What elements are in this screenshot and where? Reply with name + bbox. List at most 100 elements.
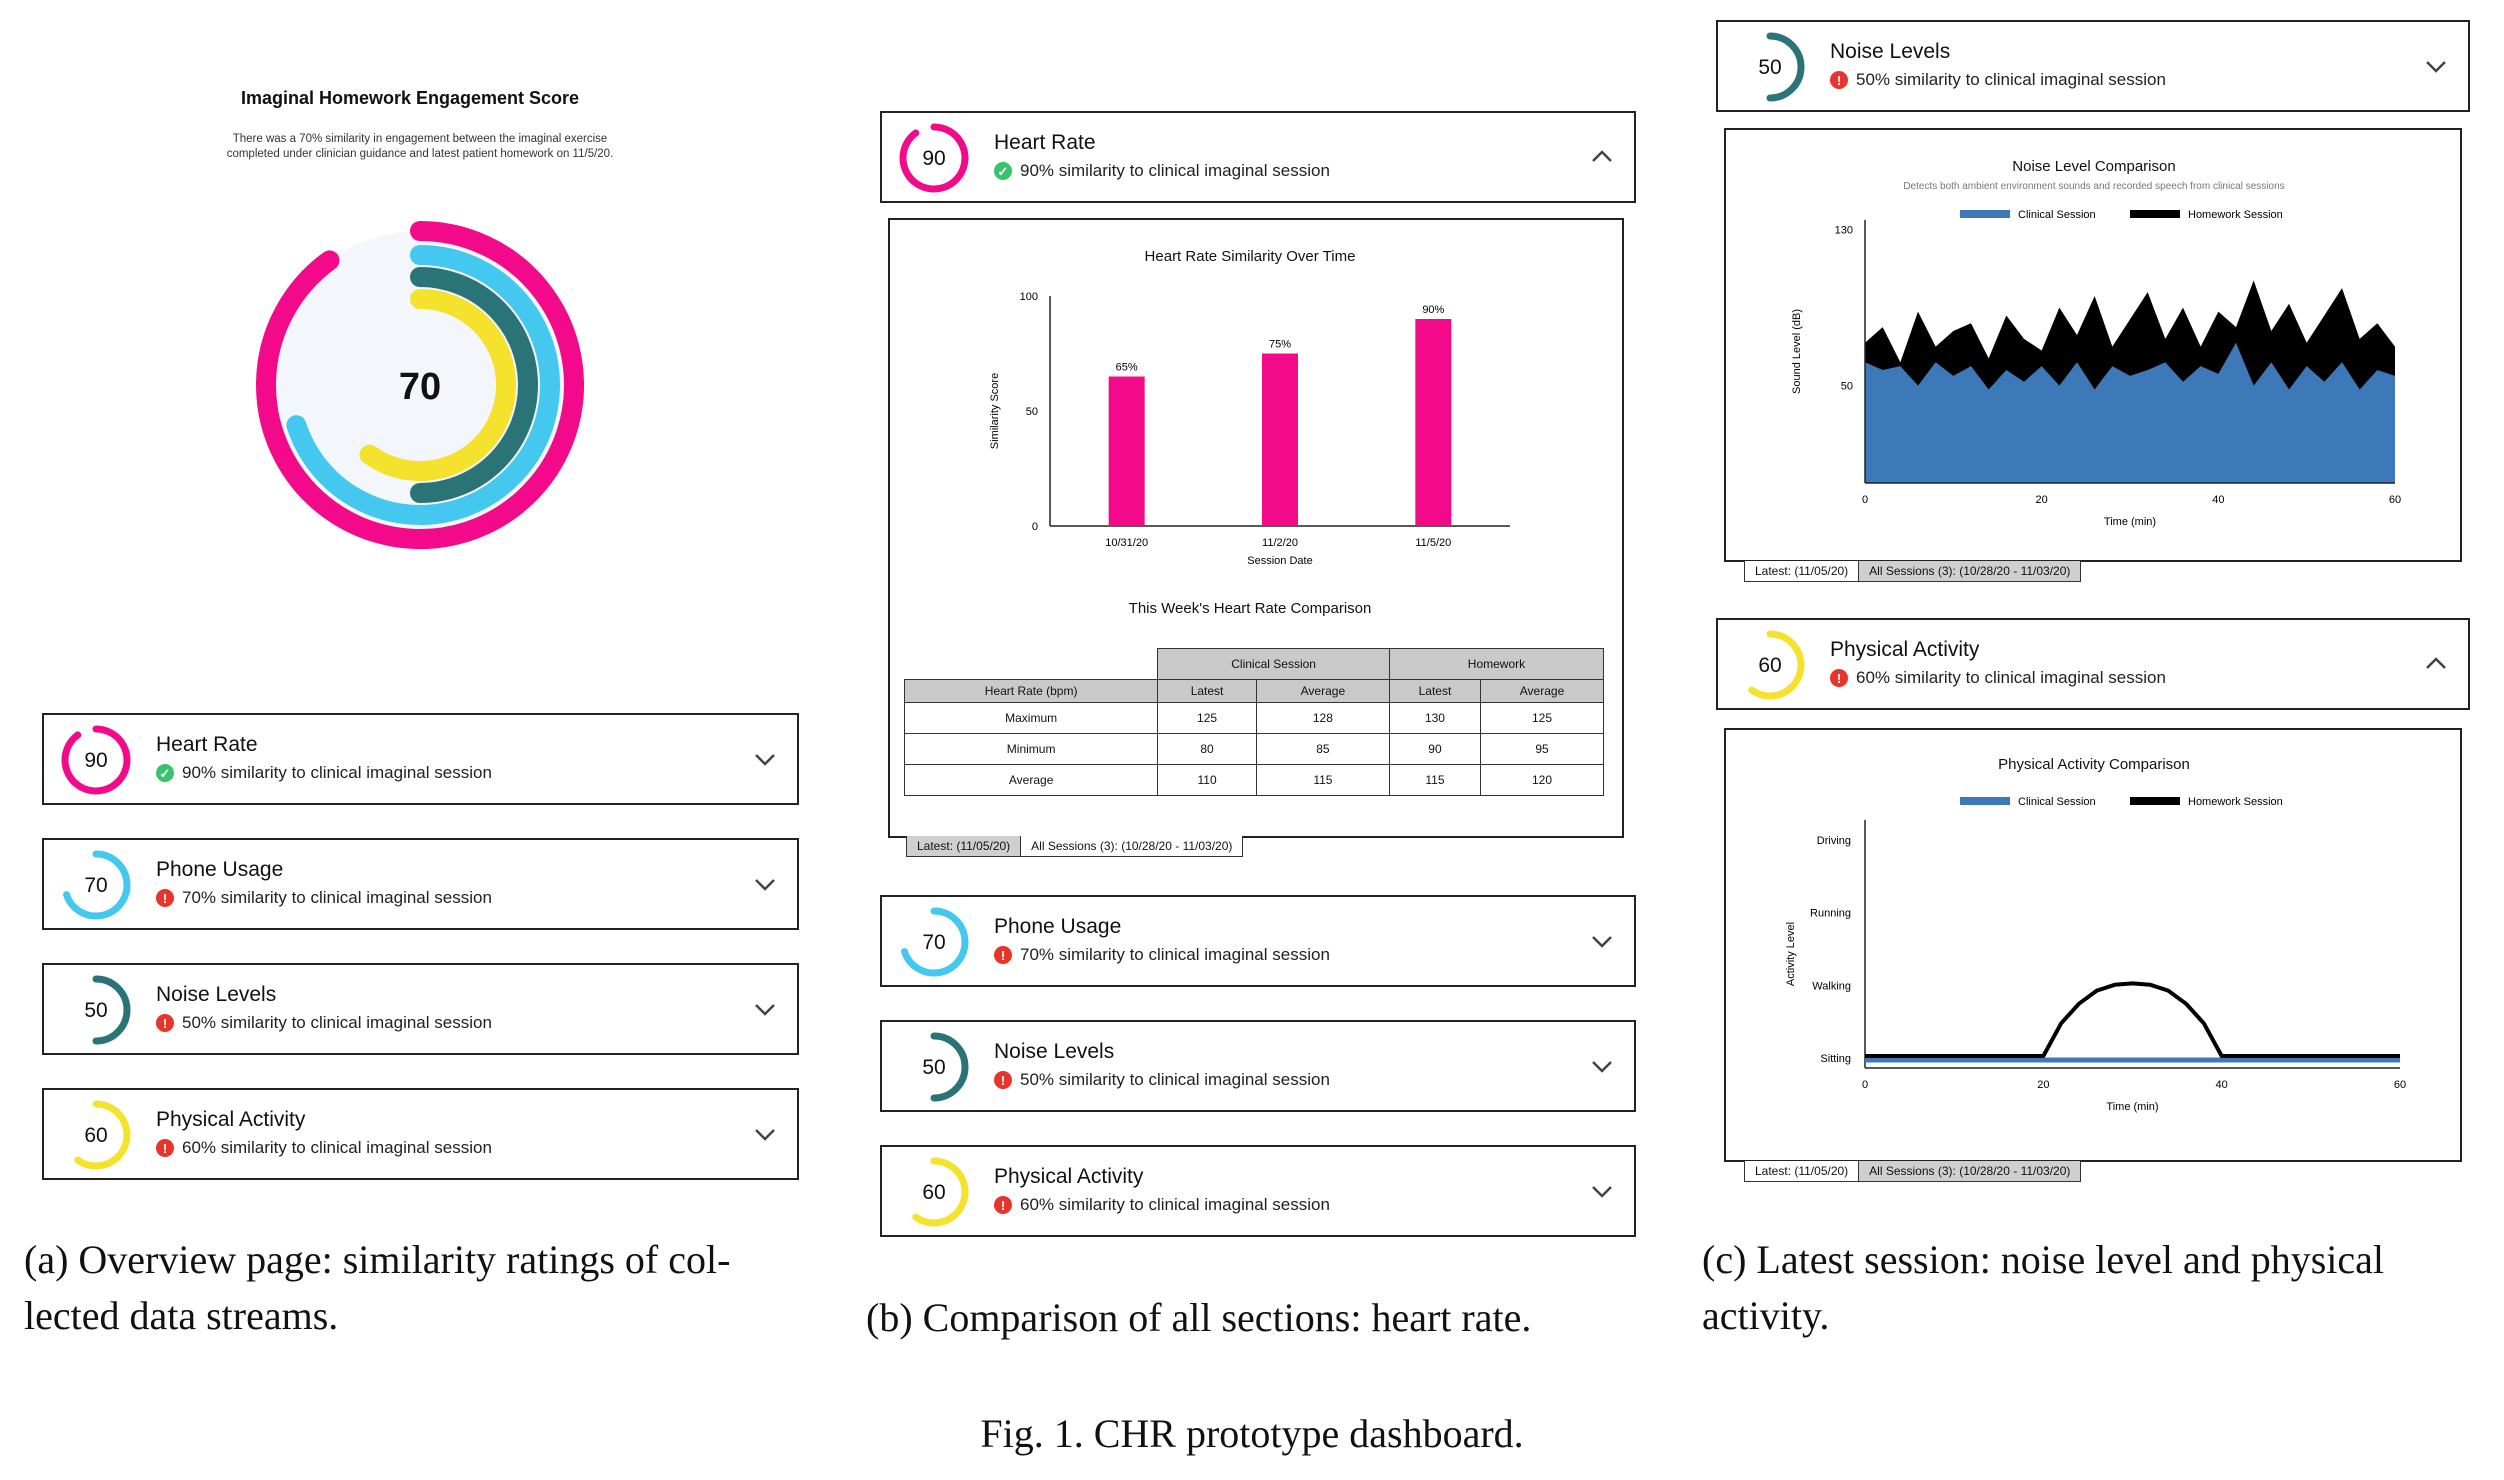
score-ring: 60	[1748, 630, 1805, 700]
table-row: Minimum 80 85 90 95	[903, 732, 1604, 765]
metric-card-activity[interactable]: 60 Physical Activity ! 60% similarity to…	[1716, 618, 2470, 710]
alert-circle-icon: !	[994, 1071, 1012, 1089]
x-tick-label: 40	[2212, 494, 2224, 506]
score-value: 50	[1758, 56, 1781, 79]
legend-label: Clinical Session	[2018, 796, 2096, 808]
table-row: Maximum 125 128 130 125	[903, 701, 1604, 734]
metric-title: Heart Rate	[156, 733, 258, 756]
activity-detail-panel	[1724, 728, 2462, 1162]
y-tick-label: 130	[1835, 225, 1853, 237]
chevron-down-icon[interactable]	[751, 1120, 779, 1148]
table-cell: 115	[1388, 763, 1482, 796]
chevron-down-icon[interactable]	[751, 995, 779, 1023]
legend-swatch	[2130, 210, 2180, 218]
bar-data-label: 90%	[1422, 304, 1444, 316]
chevron-up-icon[interactable]	[2422, 650, 2450, 678]
metric-card-noise[interactable]: 50 Noise Levels ! 50% similarity to clin…	[42, 963, 799, 1055]
overview-description: There was a 70% similarity in engagement…	[226, 133, 614, 160]
metric-card-heart[interactable]: 90 Heart Rate ✓ 90% similarity to clinic…	[880, 111, 1636, 203]
metric-card-phone[interactable]: 70 Phone Usage ! 70% similarity to clini…	[42, 838, 799, 930]
alert-circle-icon: !	[156, 889, 174, 907]
alert-circle-icon: !	[1830, 71, 1848, 89]
check-circle-icon: ✓	[994, 162, 1012, 180]
table-cell: 125	[1480, 701, 1604, 734]
score-ring: 70	[901, 907, 969, 977]
tab-latest[interactable]: Latest: (11/05/20)	[1744, 1161, 1860, 1182]
bar-data-label: 75%	[1269, 339, 1291, 351]
alert-circle-icon: !	[994, 1196, 1012, 1214]
table-subheader: Heart Rate (bpm)	[903, 678, 1159, 703]
metric-title: Noise Levels	[156, 983, 277, 1006]
metric-title: Physical Activity	[994, 1165, 1144, 1188]
similarity-text: 90% similarity to clinical imaginal sess…	[182, 763, 492, 782]
table-row: Average 110 115 115 120	[903, 763, 1604, 796]
similarity-text: 50% similarity to clinical imaginal sess…	[1856, 70, 2166, 89]
x-tick-label: 0	[1862, 494, 1868, 506]
y-tick-label: 100	[1020, 291, 1038, 303]
similarity-text: 60% similarity to clinical imaginal sess…	[1020, 1195, 1330, 1214]
table-cell: 85	[1255, 732, 1390, 765]
metric-card-activity[interactable]: 60 Physical Activity ! 60% similarity to…	[880, 1145, 1636, 1237]
tab-all-sessions[interactable]: All Sessions (3): (10/28/20 - 11/03/20)	[1020, 836, 1244, 857]
metric-title: Heart Rate	[994, 131, 1096, 154]
table-cell: Average	[903, 763, 1159, 796]
similarity-text: 90% similarity to clinical imaginal sess…	[1020, 161, 1330, 180]
x-axis-label: Session Date	[1247, 555, 1312, 567]
y-tick-label: 50	[1026, 406, 1038, 418]
chevron-down-icon[interactable]	[751, 745, 779, 773]
line-homework-session	[1865, 981, 2400, 1058]
chevron-down-icon[interactable]	[2422, 52, 2450, 80]
x-tick-label: 20	[2037, 1079, 2049, 1091]
x-tick-label: 11/2/20	[1262, 537, 1298, 549]
chevron-up-icon[interactable]	[1588, 143, 1616, 171]
engagement-ring-activity	[359, 289, 516, 481]
y-axis-label: Activity Level	[1785, 922, 1797, 986]
y-category-label: Sitting	[1820, 1053, 1851, 1065]
activity-chart-title: Physical Activity Comparison	[1998, 756, 2190, 773]
metric-title: Phone Usage	[994, 915, 1122, 938]
overview-title: Imaginal Homework Engagement Score	[240, 88, 580, 108]
heart-chart-title: Heart Rate Similarity Over Time	[1144, 248, 1356, 265]
metric-card-heart[interactable]: 90 Heart Rate ✓ 90% similarity to clinic…	[42, 713, 799, 805]
metric-card-activity[interactable]: 60 Physical Activity ! 60% similarity to…	[42, 1088, 799, 1180]
y-category-label: Walking	[1812, 980, 1851, 992]
noise-chart-subtitle: Detects both ambient environment sounds …	[1903, 181, 2285, 192]
metric-card-phone[interactable]: 70 Phone Usage ! 70% similarity to clini…	[880, 895, 1636, 987]
table-subheader: Latest	[1157, 678, 1257, 703]
chevron-down-icon[interactable]	[1588, 1052, 1616, 1080]
alert-circle-icon: !	[994, 946, 1012, 964]
physical-activity-chart: Clinical Session Homework Session Sitting W…	[1785, 796, 2406, 1113]
metric-card-noise[interactable]: 50 Noise Levels ! 50% similarity to clin…	[1716, 20, 2470, 112]
chevron-down-icon[interactable]	[751, 870, 779, 898]
score-value: 70	[84, 874, 107, 897]
chevron-down-icon[interactable]	[1588, 1177, 1616, 1205]
caption-b: (b) Comparison of all sections: heart ra…	[866, 1295, 1532, 1340]
table-cell: 80	[1157, 732, 1257, 765]
tab-latest[interactable]: Latest: (11/05/20)	[1744, 561, 1860, 582]
table-cell: Minimum	[903, 732, 1159, 765]
similarity-text: 60% similarity to clinical imaginal sess…	[1856, 668, 2166, 687]
metric-title: Noise Levels	[994, 1040, 1115, 1063]
tab-latest[interactable]: Latest: (11/05/20)	[906, 836, 1022, 857]
table-cell: Maximum	[903, 701, 1159, 734]
tab-all-sessions[interactable]: All Sessions (3): (10/28/20 - 11/03/20)	[1858, 561, 2082, 582]
table-subheader: Latest	[1388, 678, 1482, 703]
table-subheader: Average	[1255, 678, 1390, 703]
score-value: 50	[84, 999, 107, 1022]
caption-c: (c) Latest session: noise level and phys…	[1702, 1237, 2385, 1338]
score-ring: 60	[912, 1157, 969, 1227]
similarity-text: 50% similarity to clinical imaginal sess…	[182, 1013, 492, 1032]
activity-session-tabs: Latest: (11/05/20) All Sessions (3): (10…	[1744, 1161, 2082, 1182]
metric-card-noise[interactable]: 50 Noise Levels ! 50% similarity to clin…	[880, 1020, 1636, 1112]
metric-title: Noise Levels	[1830, 40, 1951, 63]
legend-label: Homework Session	[2188, 209, 2283, 221]
engagement-ring-noise	[410, 267, 538, 503]
x-axis-label: Time (min)	[2106, 1101, 2158, 1113]
table-cell: 128	[1255, 701, 1390, 734]
chevron-down-icon[interactable]	[1588, 927, 1616, 955]
similarity-text: 60% similarity to clinical imaginal sess…	[182, 1138, 492, 1157]
table-cell: 130	[1388, 701, 1482, 734]
tab-all-sessions[interactable]: All Sessions (3): (10/28/20 - 11/03/20)	[1858, 1161, 2082, 1182]
table-cell: 95	[1480, 732, 1604, 765]
y-tick-label: 0	[1032, 521, 1038, 533]
